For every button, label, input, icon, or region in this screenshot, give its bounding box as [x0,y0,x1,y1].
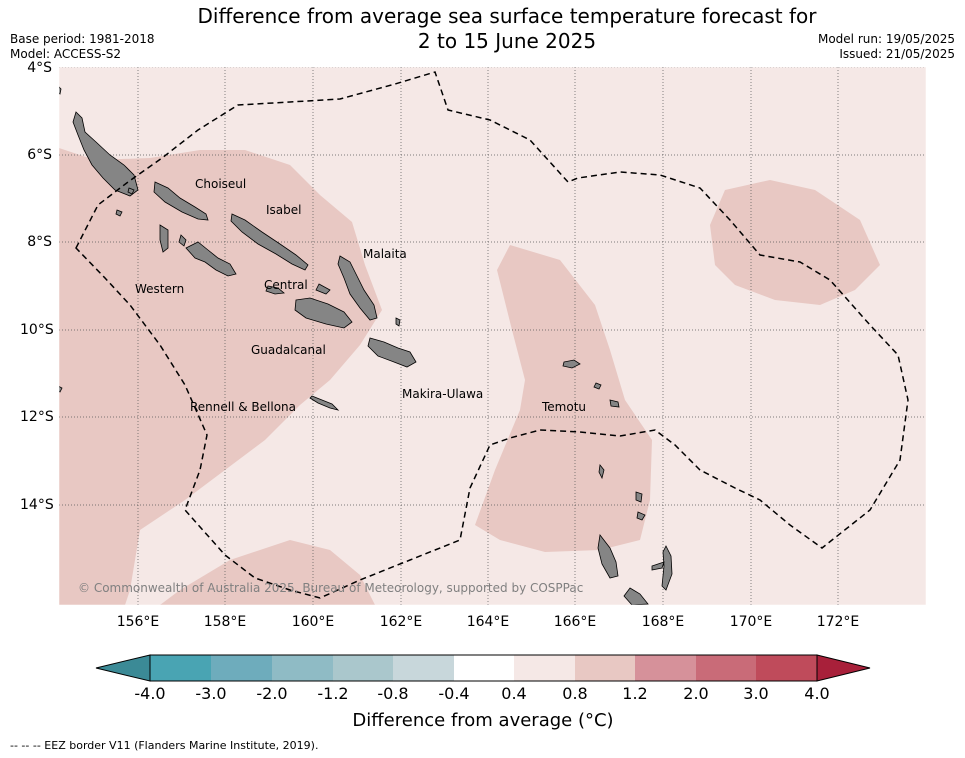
label-makira-ulawa: Makira-Ulawa [402,387,483,401]
island-small-1 [635,491,643,503]
colorbar-bin-5 [393,655,454,681]
lon-label-164e: 164°E [466,614,510,630]
colorbar-bin-7 [514,655,575,681]
lon-label-158e: 158°E [203,614,247,630]
colorbar-bin-1 [150,655,211,681]
lon-label-166e: 166°E [553,614,597,630]
model-name: Model: ACCESS-S2 [10,47,122,61]
colorbar-bin-6 [454,655,514,681]
island-isabel [230,213,309,271]
colorbar [95,654,871,682]
island-small-2 [598,464,605,480]
lon-label-172e: 172°E [816,614,860,630]
colorbar-label: 0.4 [501,684,527,703]
lat-label-10s: 10°S [20,322,54,338]
meta-right: Model run: 19/05/2025 Issued: 21/05/2025 [818,32,955,62]
colorbar-label: -3.0 [195,684,227,703]
chart-title: Difference from average sea surface temp… [0,4,965,54]
island-vanuatu-mid [623,587,649,605]
island-choiseul-east [153,181,209,221]
colorbar-low-extension [95,654,151,682]
colorbar-high-extension [816,654,871,682]
lat-label-4s: 4°S [27,60,52,76]
anomaly-region-south [160,540,375,605]
colorbar-label: -2.0 [256,684,288,703]
island-small-4 [59,86,62,95]
island-utupua [593,382,602,390]
label-rennell-bellona: Rennell & Bellona [190,400,296,414]
anomaly-region-central [475,245,652,552]
label-central: Central [264,278,308,292]
title-line-1: Difference from average sea surface temp… [197,4,817,28]
colorbar-bin-9 [635,655,696,681]
meta-left: Base period: 1981-2018 Model: ACCESS-S2 [10,32,155,62]
lat-label-12s: 12°S [20,409,54,425]
label-isabel: Isabel [266,203,301,217]
colorbar-bin-2 [211,655,272,681]
label-temotu: Temotu [541,400,586,414]
island-small-6 [127,187,135,195]
island-makira [367,337,417,368]
lon-label-168e: 168°E [641,614,685,630]
islands [59,86,673,605]
island-small-7 [315,283,331,295]
island-santa-cruz [562,359,581,369]
island-small-8 [395,317,401,327]
island-torres [636,511,646,521]
label-western: Western [135,282,184,296]
island-vanuatu-north [597,534,619,579]
island-new-georgia [185,241,237,277]
colorbar-label: 0.8 [562,684,588,703]
place-labels: Choiseul Isabel Malaita Western Central … [135,177,586,414]
lat-label-6s: 6°S [27,147,52,163]
graticule [59,67,926,605]
anomaly-region-east [710,180,880,305]
lat-label-8s: 8°S [27,234,52,250]
colorbar-bin-3 [272,655,333,681]
colorbar-bin-4 [333,655,393,681]
colorbar-bin-11 [756,655,817,681]
colorbar-title: Difference from average (°C) [352,710,614,731]
title-line-2: 2 to 15 June 2025 [417,29,597,53]
island-malaita [337,255,378,321]
colorbar-label: -0.8 [377,684,409,703]
island-vanuatu-east [661,545,673,591]
base-period: Base period: 1981-2018 [10,32,155,46]
lon-label-156e: 156°E [116,614,160,630]
island-vella [159,224,169,253]
colorbar-label: 3.0 [743,684,769,703]
island-vanikoro [609,399,620,408]
label-malaita: Malaita [363,247,407,261]
eez-legend-note: -- -- -- EEZ border V11 (Flanders Marine… [10,739,319,752]
colorbar-label: -0.4 [438,684,470,703]
issued-date: Issued: 21/05/2025 [839,47,955,61]
lat-label-14s: 14°S [20,497,54,513]
lon-label-162e: 162°E [379,614,423,630]
label-guadalcanal: Guadalcanal [251,343,326,357]
island-guadalcanal [294,297,353,329]
island-ranongga [178,234,187,247]
map-frame [58,66,927,606]
model-run: Model run: 19/05/2025 [817,32,955,46]
colorbar-bin-8 [575,655,635,681]
island-choiseul [72,111,139,197]
colorbar-label: -4.0 [134,684,166,703]
label-choiseul: Choiseul [195,177,246,191]
island-central [265,285,285,295]
island-banks [651,561,665,571]
colorbar-label: 2.0 [683,684,709,703]
island-small-5 [115,209,123,217]
colorbar-label: -1.2 [317,684,349,703]
lon-label-160e: 160°E [291,614,335,630]
eez-border [75,71,909,599]
colorbar-label: 4.0 [804,684,830,703]
copyright-text: © Commonwealth of Australia 2025, Bureau… [78,581,583,595]
island-small-3 [59,386,63,393]
colorbar-bin-10 [696,655,756,681]
colorbar-label: 1.2 [622,684,648,703]
island-rennell [309,395,340,411]
lon-label-170e: 170°E [729,614,773,630]
